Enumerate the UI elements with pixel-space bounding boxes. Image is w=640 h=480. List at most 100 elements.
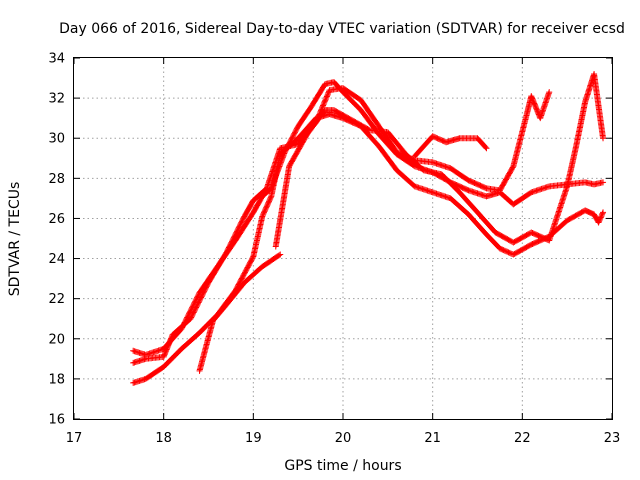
data-point (438, 171, 462, 195)
data-point (510, 190, 534, 208)
data-point (196, 319, 216, 374)
data-point (496, 164, 516, 194)
x-tick-label: 18 (155, 431, 172, 446)
y-tick-label: 24 (48, 252, 65, 267)
y-tick-label: 30 (48, 132, 65, 147)
y-tick-label: 34 (48, 52, 65, 67)
data-point (429, 159, 453, 171)
series-track-2 (130, 85, 553, 366)
data-point (223, 214, 247, 256)
data-point (411, 134, 435, 160)
data-point (259, 252, 283, 270)
y-tick-label: 16 (48, 413, 65, 428)
y-tick-label: 18 (48, 372, 65, 387)
data-point (600, 135, 607, 142)
data-point (564, 144, 579, 190)
series-track-6 (411, 133, 490, 160)
data-point (465, 211, 489, 237)
data-point (340, 89, 363, 113)
data-point (510, 230, 534, 246)
data-point (241, 264, 265, 286)
data-point (178, 330, 202, 352)
data-point (546, 184, 570, 244)
data-point (411, 183, 435, 195)
series-track-4 (196, 251, 284, 374)
data-point (429, 189, 453, 201)
data-point (492, 229, 516, 245)
x-tick-label: 22 (514, 431, 531, 446)
y-tick-label: 26 (48, 212, 65, 227)
data-point (483, 189, 502, 200)
data-point (259, 194, 274, 220)
data-point (169, 316, 193, 338)
data-point (600, 179, 607, 186)
data-point (573, 100, 588, 150)
data-point (250, 186, 269, 204)
data-point (537, 90, 552, 122)
data-point (429, 133, 448, 145)
data-point (474, 135, 489, 151)
data-point (582, 207, 596, 217)
data-point (308, 82, 328, 110)
series-group (130, 71, 607, 386)
data-point (142, 364, 166, 382)
y-tick-label: 20 (48, 332, 65, 347)
data-point (295, 116, 319, 142)
data-point (456, 189, 480, 215)
data-point (268, 152, 283, 200)
data-point (474, 209, 498, 235)
data-point (393, 167, 417, 189)
data-point (331, 107, 354, 123)
data-point (223, 280, 247, 308)
data-point (241, 198, 256, 220)
data-point (496, 245, 516, 257)
x-tick-label: 23 (604, 431, 621, 446)
data-point (546, 89, 553, 96)
data-point (277, 136, 301, 158)
data-point (160, 346, 184, 370)
data-point (483, 145, 490, 152)
data-point (384, 129, 408, 157)
data-point (447, 195, 471, 217)
y-axis-label: SDTVAR / TECUs (7, 182, 23, 297)
data-point (510, 242, 534, 258)
data-point (250, 214, 266, 260)
data-point (295, 104, 314, 130)
series-track-3 (130, 111, 607, 386)
data-point (142, 346, 166, 358)
axis-ticks: 17 18 19 20 21 22 23 16 18 20 22 24 26 28 30 32 34 (48, 52, 620, 447)
x-tick-label: 17 (66, 431, 83, 446)
data-point (447, 165, 471, 183)
y-tick-label: 28 (48, 172, 65, 187)
data-point (420, 167, 444, 178)
data-point (465, 187, 489, 199)
data-point (326, 111, 345, 121)
data-point (357, 97, 382, 129)
data-point (375, 143, 399, 173)
data-point (304, 108, 328, 138)
x-tick-label: 21 (424, 431, 441, 446)
data-point (130, 356, 148, 366)
data-point (483, 231, 502, 251)
data-point (130, 347, 148, 358)
x-axis-label: GPS time / hours (284, 458, 401, 474)
data-point (286, 132, 310, 170)
y-tick-label: 22 (48, 292, 65, 307)
data-point (187, 280, 211, 322)
data-point (510, 112, 530, 170)
data-point (348, 117, 372, 133)
data-point (130, 376, 148, 386)
data-point (402, 151, 426, 173)
data-point (600, 209, 607, 216)
series-track-5 (272, 71, 607, 250)
data-point (528, 183, 551, 196)
data-point (465, 177, 489, 191)
x-tick-label: 20 (335, 431, 352, 446)
grid (74, 58, 612, 419)
data-point (340, 85, 363, 103)
data-point (443, 135, 462, 146)
data-point (564, 208, 587, 224)
plot-frame (73, 57, 613, 420)
data-point (595, 210, 606, 226)
